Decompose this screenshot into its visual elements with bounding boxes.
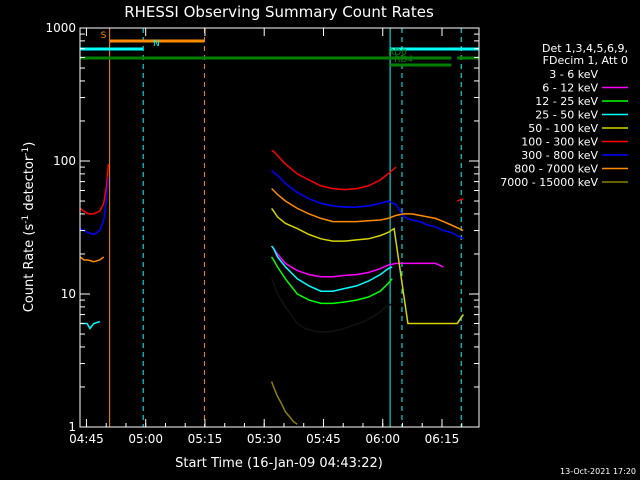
legend-label-6: 300 - 800 keV — [521, 149, 598, 162]
y-axis-label: Count Rate (s-1 detector-1) — [21, 142, 37, 313]
series-line-1-0 — [271, 245, 444, 278]
y-axis-label-mid: detector — [22, 155, 37, 215]
plot-frame — [79, 27, 480, 428]
series-line-4-0 — [270, 207, 464, 325]
series-line-7-1 — [271, 188, 464, 232]
series-line-8-0 — [270, 381, 298, 425]
footer-timestamp: 13-Oct-2021 17:20 — [560, 467, 636, 476]
series-line-0-0 — [270, 278, 393, 333]
status-bar-label-3: RD0 — [388, 48, 407, 58]
y-axis-label-sup1: -1 — [21, 215, 31, 224]
y-axis-label-main: Count Rate (s — [22, 224, 37, 313]
legend: Det 1,3,4,5,6,9,FDecim 1, Att 03 - 6 keV… — [500, 42, 628, 189]
legend-label-4: 50 - 100 keV — [528, 122, 598, 135]
legend-label-5: 100 - 300 keV — [521, 136, 598, 149]
series-line-3-1 — [271, 245, 393, 292]
x-tick-label-5: 06:00 — [365, 432, 400, 446]
legend-header-0: Det 1,3,4,5,6,9, — [542, 42, 628, 55]
x-tick-label-0: 04:45 — [69, 432, 104, 446]
series-line-7-0 — [79, 256, 105, 263]
series-line-5-1 — [271, 149, 397, 191]
series-line-5-2 — [457, 198, 464, 202]
y-tick-label-2: 100 — [53, 154, 76, 168]
x-tick-label-6: 06:15 — [425, 432, 460, 446]
x-tick-label-3: 05:30 — [247, 432, 282, 446]
y-tick-label-1: 10 — [61, 287, 76, 301]
x-tick-label-2: 05:15 — [188, 432, 223, 446]
tick-layer: 04:45 05:00 05:15 05:30 05:45 06:00 06:15 1 10 10… — [45, 21, 479, 446]
legend-label-3: 25 - 50 keV — [535, 109, 598, 122]
series-line-2-0 — [270, 256, 393, 305]
status-bar-label-0: S — [101, 31, 107, 41]
status-bar-label-5: RD4 — [394, 55, 413, 65]
chart-title: RHESSI Observing Summary Count Rates — [124, 3, 434, 21]
y-axis-label-end: ) — [22, 142, 37, 147]
legend-label-2: 12 - 25 keV — [535, 95, 598, 108]
y-tick-label-0: 1 — [68, 420, 76, 434]
x-tick-label-1: 05:00 — [128, 432, 163, 446]
legend-label-1: 6 - 12 keV — [542, 82, 598, 95]
status-bar-label-1: N — [153, 39, 160, 49]
legend-label-8: 7000 - 15000 keV — [500, 176, 598, 189]
x-axis-label: Start Time (16-Jan-09 04:43:22) — [175, 456, 383, 471]
y-tick-label-3: 1000 — [45, 21, 76, 35]
legend-label-0: 3 - 6 keV — [549, 68, 598, 81]
series-line-5-0 — [79, 163, 110, 215]
y-axis-label-sup2: -1 — [21, 147, 31, 156]
series-line-6-1 — [271, 169, 464, 240]
legend-label-7: 800 - 7000 keV — [514, 163, 598, 176]
x-tick-label-4: 05:45 — [306, 432, 341, 446]
legend-header-1: FDecim 1, Att 0 — [543, 54, 628, 67]
